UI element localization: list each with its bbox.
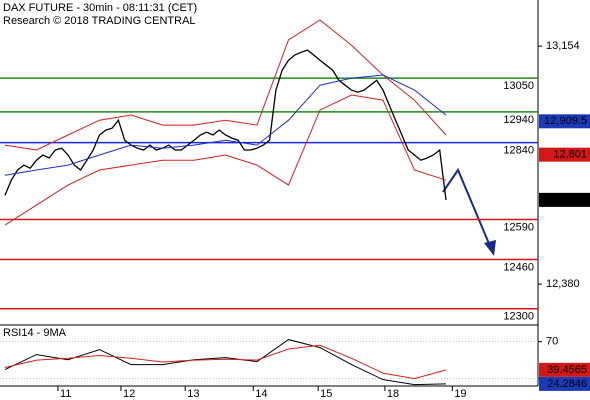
value-marker-label: 12,654: [553, 194, 587, 206]
value-marker: [539, 192, 590, 207]
level-label: 12840: [503, 145, 534, 157]
series-line: [4, 74, 447, 176]
series-line: [4, 19, 447, 151]
level-label: 12300: [503, 311, 534, 323]
value-marker: [539, 147, 590, 162]
y-tick-label: 70: [546, 336, 558, 348]
series-line: [4, 344, 447, 380]
level-label: 12590: [503, 221, 534, 233]
series-line: [4, 94, 447, 226]
chart-subtitle: Research © 2018 TRADING CENTRAL: [3, 15, 196, 27]
x-tick-label: 12: [123, 388, 135, 400]
level-label: 12460: [503, 261, 534, 273]
x-tick-label: 14: [255, 388, 267, 400]
y-tick-label: 12,380: [546, 278, 580, 290]
x-tick-label: 13: [187, 388, 199, 400]
value-marker: [539, 114, 590, 129]
x-tick-label: 19: [454, 388, 466, 400]
arrow-line: [442, 167, 491, 247]
chart-title: DAX FUTURE - 30min - 08:11:31 (CET): [3, 2, 197, 14]
series-line: [4, 49, 447, 200]
level-label: 12940: [503, 114, 534, 126]
arrow-head: [484, 240, 496, 256]
value-marker-label: 12,801: [553, 149, 587, 161]
series-line: [4, 339, 447, 386]
value-marker-label: 12,909.5: [544, 115, 587, 127]
value-marker-label: 24.2846: [547, 378, 587, 390]
level-label: 13050: [503, 80, 534, 92]
value-marker-label: 39.4565: [547, 364, 587, 376]
x-tick-label: 18: [387, 388, 399, 400]
value-marker: [539, 362, 590, 377]
y-tick-label: 13,154: [546, 40, 580, 52]
x-tick-label: 11: [60, 388, 71, 400]
x-tick-label: 15: [320, 388, 332, 400]
forecast-arrow: [442, 167, 496, 256]
rsi-title: RSI14 - 9MA: [3, 327, 67, 339]
value-marker: [539, 376, 590, 391]
